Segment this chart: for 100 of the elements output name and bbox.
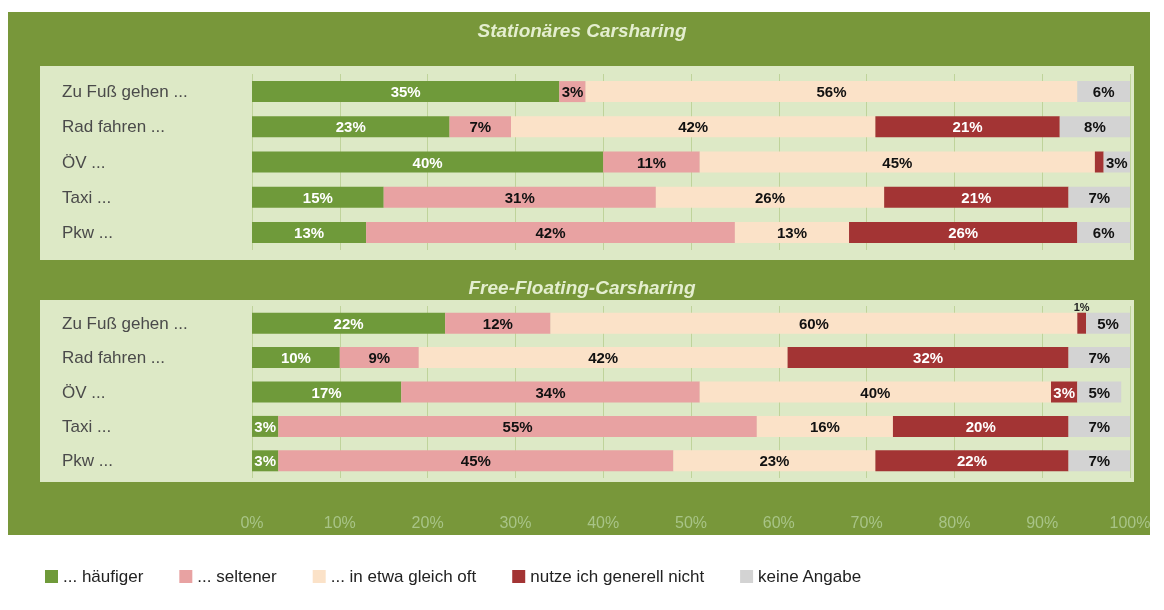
y-tick-label: Zu Fuß gehen ... <box>62 82 188 102</box>
bar <box>418 347 788 369</box>
data-label: 42% <box>678 118 709 136</box>
bar <box>655 186 885 208</box>
y-tick-label: ÖV ... <box>62 152 106 172</box>
data-label: 3% <box>254 417 277 435</box>
y-tick-label: Zu Fuß gehen ... <box>62 313 188 333</box>
data-label: 7% <box>1088 452 1111 470</box>
data-label: 55% <box>502 417 533 435</box>
data-label: 45% <box>460 452 491 470</box>
bar <box>383 186 656 208</box>
legend-label: ... in etwa gleich oft <box>330 567 477 586</box>
bar <box>585 81 1078 103</box>
data-label: 23% <box>759 452 790 470</box>
data-label: 45% <box>882 153 913 171</box>
chart-title: Stationäres Carsharing <box>477 20 687 41</box>
bar <box>511 116 876 138</box>
data-label: 26% <box>948 223 979 241</box>
bar <box>366 221 735 243</box>
data-label: 34% <box>535 383 566 401</box>
x-tick-label: 80% <box>938 513 971 531</box>
bar <box>252 221 367 243</box>
data-label: 60% <box>798 314 829 332</box>
data-label: 21% <box>952 118 983 136</box>
bar <box>252 381 402 403</box>
bar <box>699 381 1051 403</box>
bar <box>673 450 876 472</box>
data-label: 23% <box>335 118 366 136</box>
bar <box>1094 151 1104 173</box>
x-tick-label: 20% <box>411 513 444 531</box>
data-label: 31% <box>504 188 535 206</box>
data-label: 3% <box>1053 383 1075 401</box>
bar <box>787 347 1069 369</box>
data-label: 56% <box>816 83 847 101</box>
bar <box>603 151 700 173</box>
data-label: 9% <box>368 349 391 367</box>
y-tick-label: Rad fahren ... <box>62 117 166 137</box>
data-label: 42% <box>588 349 619 367</box>
data-label: 32% <box>913 349 944 367</box>
data-label: 13% <box>776 223 807 241</box>
bar <box>699 151 1095 173</box>
bar <box>884 186 1069 208</box>
data-label: 42% <box>535 223 566 241</box>
data-label: 16% <box>809 417 840 435</box>
x-tick-label: 40% <box>587 513 620 531</box>
legend-label: ... seltener <box>197 567 278 586</box>
data-label: 5% <box>1097 314 1119 332</box>
bar <box>252 116 450 138</box>
x-tick-label: 30% <box>499 513 532 531</box>
x-tick-label: 60% <box>762 513 795 531</box>
y-tick-label: Rad fahren ... <box>62 348 166 368</box>
y-tick-label: Taxi ... <box>62 416 112 436</box>
bar <box>892 415 1069 437</box>
y-tick-label: Taxi ... <box>62 187 112 207</box>
data-label: 8% <box>1084 118 1106 136</box>
bar <box>252 81 560 103</box>
bar <box>252 186 384 208</box>
legend-label: keine Angabe <box>758 567 862 586</box>
data-label: 12% <box>482 314 513 332</box>
bar <box>756 415 893 437</box>
data-label: 40% <box>860 383 891 401</box>
data-label: 22% <box>956 452 987 470</box>
data-label: 3% <box>254 452 277 470</box>
data-label: 6% <box>1092 83 1115 101</box>
data-label: 1% <box>1073 301 1090 314</box>
bar <box>849 221 1078 243</box>
data-label: 17% <box>311 383 342 401</box>
data-label: 21% <box>961 188 992 206</box>
bar <box>550 312 1078 334</box>
data-label: 3% <box>1105 153 1128 171</box>
x-tick-label: 90% <box>1026 513 1059 531</box>
bar <box>278 415 757 437</box>
x-tick-label: 10% <box>323 513 356 531</box>
bar <box>278 450 674 472</box>
data-label: 20% <box>965 417 996 435</box>
y-tick-label: ÖV ... <box>62 382 106 402</box>
data-label: 7% <box>1088 349 1111 367</box>
y-tick-label: Pkw ... <box>62 451 114 471</box>
legend-label: nutze ich generell nicht <box>530 567 705 586</box>
bar <box>875 116 1060 138</box>
bar <box>734 221 850 243</box>
bar <box>339 347 419 369</box>
data-label: 6% <box>1092 223 1115 241</box>
data-label: 26% <box>755 188 786 206</box>
data-label: 10% <box>280 349 311 367</box>
data-label: 7% <box>1088 188 1111 206</box>
x-tick-label: 70% <box>850 513 883 531</box>
data-label: 7% <box>469 118 492 136</box>
x-tick-label: 50% <box>674 513 708 531</box>
bar <box>445 312 551 334</box>
chart-title: Free-Floating-Carsharing <box>468 277 696 298</box>
y-tick-label: Pkw ... <box>62 222 114 242</box>
bar <box>875 450 1069 472</box>
bar <box>252 151 604 173</box>
x-tick-label: 100% <box>1109 513 1151 531</box>
data-label: 40% <box>412 153 443 171</box>
data-label: 5% <box>1088 383 1111 401</box>
data-label: 7% <box>1088 417 1111 435</box>
legend-label: ... häufiger <box>63 567 144 586</box>
data-label: 15% <box>302 188 333 206</box>
